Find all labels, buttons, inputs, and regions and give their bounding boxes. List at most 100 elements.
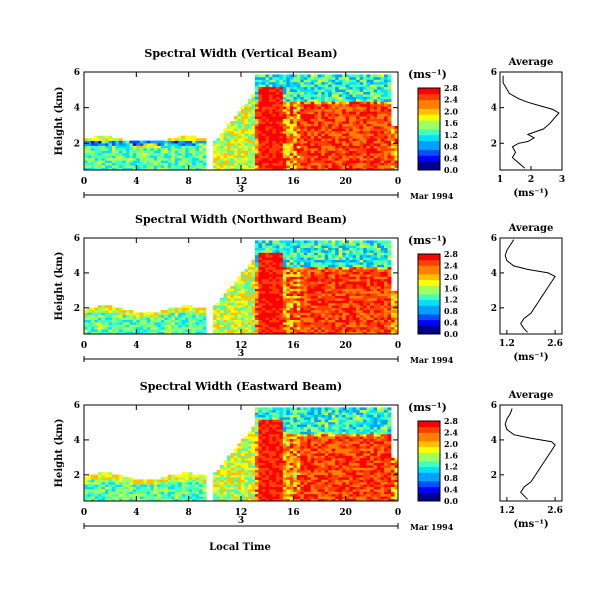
heatmap-cell <box>254 147 259 151</box>
heatmap-cell <box>223 165 228 168</box>
heatmap-cell <box>321 300 326 304</box>
heatmap-cell <box>391 155 395 159</box>
heatmap-cell <box>324 96 329 100</box>
heatmap-cell <box>220 324 224 328</box>
heatmap-cell <box>307 103 312 107</box>
heatmap-cell <box>345 317 350 320</box>
heatmap-cell <box>366 305 371 308</box>
heatmap-cell <box>321 113 326 117</box>
heatmap-cell <box>199 477 204 480</box>
heatmap-cell <box>192 138 197 141</box>
heatmap-cell <box>286 329 291 332</box>
heatmap-cell <box>230 302 235 306</box>
heatmap-cell <box>261 331 266 335</box>
heatmap-cell <box>181 498 186 502</box>
heatmap-cell <box>139 155 144 159</box>
heatmap-cell <box>254 310 259 313</box>
heatmap-cell <box>171 138 176 141</box>
heatmap-cell <box>314 298 319 301</box>
heatmap-cell <box>220 305 224 308</box>
heatmap-cell <box>237 278 242 282</box>
heatmap-cell <box>352 147 357 151</box>
heatmap-cell <box>328 269 333 272</box>
heatmap-cell <box>160 312 165 316</box>
heatmap-cell <box>359 286 364 289</box>
heatmap-cell <box>321 276 326 280</box>
heatmap-cell <box>167 326 172 330</box>
heatmap-cell <box>317 123 322 127</box>
heatmap-cell <box>143 329 148 332</box>
heatmap-cell <box>97 305 102 308</box>
heatmap-cell <box>307 317 312 320</box>
heatmap-cell <box>387 96 392 100</box>
heatmap-cell <box>356 326 361 330</box>
heatmap-cell <box>104 160 109 164</box>
heatmap-cell <box>366 165 371 168</box>
heatmap-cell <box>310 108 315 112</box>
heatmap-cell <box>289 101 294 105</box>
heatmap-cell <box>97 160 102 164</box>
heatmap-cell <box>352 111 357 115</box>
heatmap-cell <box>258 89 263 92</box>
heatmap-cell <box>342 145 347 149</box>
heatmap-cell <box>352 322 357 325</box>
heatmap-cell <box>384 290 388 294</box>
heatmap-cell <box>310 101 315 105</box>
heatmap-cell <box>282 283 287 287</box>
heatmap-cell <box>111 474 116 478</box>
heatmap-cell <box>324 324 329 328</box>
heatmap-cell <box>370 245 374 248</box>
heatmap-cell <box>101 167 106 171</box>
heatmap-cell <box>303 118 308 122</box>
heatmap-cell <box>261 326 266 330</box>
heatmap-cell <box>324 278 329 282</box>
heatmap-cell <box>387 259 392 263</box>
heatmap-cell <box>104 147 109 151</box>
heatmap-cell <box>307 98 312 102</box>
heatmap-cell <box>289 98 294 102</box>
heatmap-cell <box>132 331 137 335</box>
heatmap-cell <box>314 302 319 306</box>
heatmap-cell <box>282 140 287 144</box>
heatmap-cell <box>227 160 231 164</box>
heatmap-cell <box>254 101 259 105</box>
heatmap-cell <box>254 86 259 90</box>
heatmap-cell <box>328 250 333 253</box>
heatmap-cell <box>345 286 350 289</box>
heatmap-cell <box>220 160 224 164</box>
heatmap-cell <box>359 242 364 246</box>
heatmap-cell <box>307 298 312 301</box>
heatmap-cell <box>247 329 252 332</box>
heatmap-cell <box>300 283 305 287</box>
heatmap-cell <box>377 150 381 154</box>
heatmap-cell <box>380 319 385 323</box>
heatmap-cell <box>139 314 144 318</box>
heatmap-cell <box>335 257 340 260</box>
heatmap-cell <box>366 302 371 306</box>
heatmap-cell <box>202 310 207 313</box>
heatmap-cell <box>296 252 301 256</box>
heatmap-cell <box>265 74 270 78</box>
heatmap-cell <box>366 133 371 137</box>
heatmap-cell <box>247 143 252 146</box>
heatmap-cell <box>174 317 179 320</box>
heatmap-cell <box>254 245 259 248</box>
heatmap-cell <box>314 160 319 164</box>
heatmap-cell <box>391 319 395 323</box>
heatmap-cell <box>331 281 336 284</box>
heatmap-cell <box>349 250 354 253</box>
heatmap-cell <box>314 305 319 308</box>
heatmap-cell <box>237 121 242 124</box>
heatmap-cell <box>296 286 301 289</box>
heatmap-cell <box>188 493 193 497</box>
heatmap-cell <box>104 150 109 154</box>
heatmap-cell <box>338 123 343 127</box>
heatmap-cell <box>331 242 336 246</box>
heatmap-cell <box>286 81 291 85</box>
heatmap-cell <box>328 252 333 256</box>
heatmap-cell <box>356 290 361 294</box>
heatmap-cell <box>178 496 183 499</box>
heatmap-cell <box>377 108 381 112</box>
heatmap-cell <box>310 84 315 88</box>
heatmap-cell <box>314 266 319 270</box>
